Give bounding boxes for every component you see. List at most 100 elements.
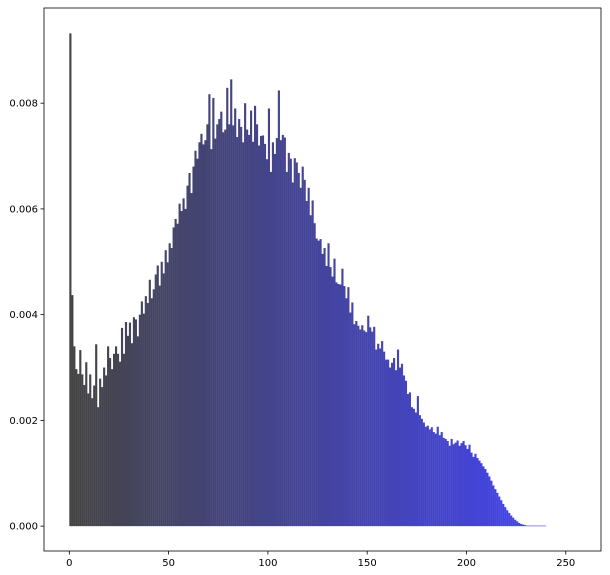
histogram-bar xyxy=(416,396,419,527)
histogram-bar xyxy=(339,284,342,527)
histogram-bar xyxy=(293,158,296,527)
histogram-bar xyxy=(369,327,372,527)
histogram-bar xyxy=(341,268,344,527)
histogram-bar xyxy=(303,179,306,527)
histogram-bar xyxy=(331,276,334,527)
histogram-bar xyxy=(301,166,304,527)
histogram-bar xyxy=(436,426,439,527)
histogram-bar xyxy=(216,124,219,527)
histogram-bar xyxy=(166,262,169,527)
histogram-bar xyxy=(528,525,531,527)
histogram-bar xyxy=(188,172,191,527)
histogram-bar xyxy=(228,124,231,527)
histogram-bar xyxy=(263,143,267,527)
histogram-bar xyxy=(450,438,453,527)
histogram-bar xyxy=(474,453,477,527)
histogram-bar xyxy=(128,322,132,527)
histogram-bar xyxy=(526,525,529,527)
histogram-bar xyxy=(363,330,366,527)
histogram-bar xyxy=(530,525,533,527)
histogram-bar xyxy=(428,429,431,527)
histogram-bar xyxy=(103,367,106,527)
histogram-bar xyxy=(99,378,102,527)
histogram-bar xyxy=(259,135,263,527)
histogram-bar xyxy=(279,140,282,527)
histogram-bar xyxy=(77,373,80,527)
x-tick-label: 0 xyxy=(66,558,72,569)
histogram-bar xyxy=(91,398,94,527)
histogram-bar xyxy=(220,111,223,527)
histogram-bar xyxy=(361,325,364,527)
histogram-bar xyxy=(240,126,243,527)
x-tick-label: 100 xyxy=(258,558,277,569)
histogram-bar xyxy=(194,150,197,527)
histogram-bar xyxy=(208,94,211,527)
histogram-bar xyxy=(269,171,273,527)
axes-frame xyxy=(43,7,602,552)
histogram-bar xyxy=(83,384,86,527)
histogram-bar xyxy=(253,105,257,527)
histogram-bar xyxy=(134,319,137,527)
histogram-bar xyxy=(140,301,143,527)
histogram-bar xyxy=(218,119,221,527)
histogram-bar xyxy=(512,517,515,527)
histogram-bar xyxy=(442,437,445,527)
histogram-bar xyxy=(87,393,90,527)
histogram-bar xyxy=(311,200,314,527)
histogram-bar xyxy=(504,507,507,527)
histogram-bar xyxy=(514,519,517,527)
histogram-bar xyxy=(148,279,151,527)
histogram-bar xyxy=(232,125,235,527)
histogram-bar xyxy=(192,166,195,527)
histogram-bar xyxy=(375,349,378,527)
histogram-bar xyxy=(543,525,547,527)
histogram-bar xyxy=(321,253,324,527)
histogram-bar xyxy=(305,200,308,527)
histogram-bar xyxy=(359,329,362,527)
histogram-bar xyxy=(460,443,463,527)
histogram-bar xyxy=(204,140,207,527)
histogram-bar xyxy=(168,243,171,527)
x-axis-ticks: 0 50 100 150 200 250 xyxy=(66,551,575,569)
histogram-bar xyxy=(387,359,390,527)
histogram-bar xyxy=(246,129,249,527)
histogram-bar xyxy=(130,343,134,527)
histogram-bar xyxy=(93,385,96,527)
histogram-bar xyxy=(138,314,141,527)
histogram-bar xyxy=(480,463,483,527)
histogram-bar xyxy=(335,282,338,527)
histogram-bar xyxy=(230,79,233,527)
histogram-bar xyxy=(95,344,98,527)
histogram-bar xyxy=(323,248,326,527)
histogram-bar xyxy=(136,336,139,527)
histogram-bar xyxy=(539,525,543,527)
histogram-bar xyxy=(385,359,388,527)
histogram-bar xyxy=(391,362,394,527)
histogram-bar xyxy=(289,158,292,527)
y-tick-label: 0.008 xyxy=(9,99,38,110)
histogram-bar xyxy=(349,312,352,527)
histogram-bar xyxy=(182,198,185,527)
histogram-bar xyxy=(508,512,511,527)
histogram-bar xyxy=(402,375,406,527)
histogram-bar xyxy=(432,432,435,527)
histogram-bar xyxy=(156,265,159,527)
histogram-bar xyxy=(105,375,108,527)
histogram-bar xyxy=(531,525,535,527)
histogram-bar xyxy=(198,142,201,527)
histogram-bar xyxy=(383,351,386,527)
histogram-bar xyxy=(257,145,261,527)
histogram-bar xyxy=(420,418,423,527)
histogram-bar xyxy=(537,525,541,527)
histogram-bar xyxy=(446,441,449,527)
histogram-bar xyxy=(434,433,437,527)
histogram-bar xyxy=(283,137,286,527)
histogram-bar xyxy=(454,442,457,527)
histogram-bar xyxy=(448,445,451,527)
histogram-bar xyxy=(85,362,88,527)
histogram-bar xyxy=(224,129,227,527)
histogram-bar xyxy=(79,350,82,527)
histogram-bar xyxy=(236,137,239,527)
histogram-bar xyxy=(484,469,487,527)
histogram-bar xyxy=(379,348,382,527)
